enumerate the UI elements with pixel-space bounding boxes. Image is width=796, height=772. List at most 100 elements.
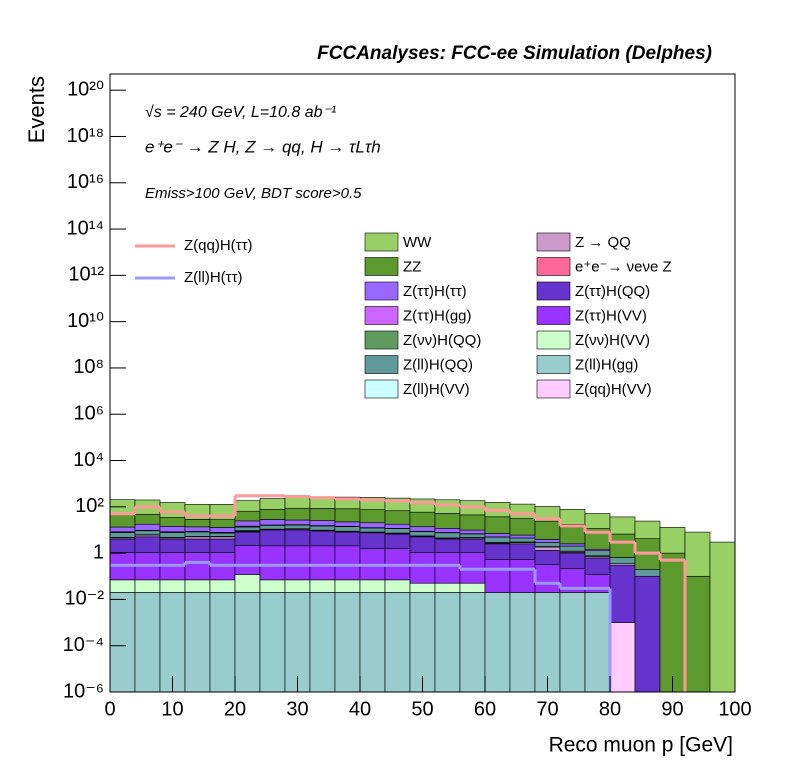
bar-segment xyxy=(434,528,461,533)
legend-swatch xyxy=(364,330,399,350)
legend-label: Z(ll)H(QQ) xyxy=(403,356,473,373)
x-tick-label: 80 xyxy=(599,698,621,720)
legend-label: Z(qq)H(ττ) xyxy=(184,237,253,254)
bar-segment xyxy=(359,532,386,549)
bar-segment xyxy=(434,552,461,584)
x-tick-label: 90 xyxy=(661,698,683,720)
bar-segment xyxy=(384,592,411,693)
bar-segment xyxy=(359,579,386,593)
bar-segment xyxy=(209,536,236,540)
bar-segment xyxy=(134,536,161,553)
x-tick-label: 70 xyxy=(536,698,558,720)
bar-segment xyxy=(459,533,486,538)
bar-segment xyxy=(609,564,636,623)
bar-segment xyxy=(359,527,386,533)
bar-segment xyxy=(234,592,261,693)
legend-swatch xyxy=(536,379,571,399)
bar-segment xyxy=(434,499,461,514)
bar-segment xyxy=(159,532,186,538)
bar-segment xyxy=(384,533,411,549)
bar-segment xyxy=(259,545,286,581)
bar-segment xyxy=(409,552,436,584)
bar-segment xyxy=(509,592,536,693)
bar-segment xyxy=(584,592,611,693)
bar-segment xyxy=(484,536,511,543)
bar-segment xyxy=(409,511,436,528)
bar-segment xyxy=(359,592,386,693)
x-tick-label: 100 xyxy=(718,698,751,720)
bar-segment xyxy=(234,500,261,512)
annotation: e⁺e⁻ → Z H, Z → qq, H → τLτh xyxy=(145,137,381,156)
bar-segment xyxy=(284,592,311,693)
bar-segment xyxy=(559,592,586,693)
y-tick-label: 10¹⁰ xyxy=(67,310,104,332)
bar-segment xyxy=(109,579,136,593)
bar-segment xyxy=(634,520,661,539)
bar-segment xyxy=(284,579,311,593)
bar-segment xyxy=(209,579,236,593)
bar-segment xyxy=(484,559,511,593)
bar-segment xyxy=(659,527,686,554)
bar-segment xyxy=(434,538,461,553)
bar-segment xyxy=(159,538,186,553)
y-tick-label: 10⁶ xyxy=(74,403,104,425)
bar-segment xyxy=(534,520,561,540)
bar-segment xyxy=(259,592,286,693)
bar-segment xyxy=(434,582,461,593)
bar-segment xyxy=(334,526,361,532)
bar-segment xyxy=(334,545,361,581)
y-tick-label: 10⁻² xyxy=(65,588,105,610)
legend-swatch xyxy=(364,257,399,276)
x-tick-label: 50 xyxy=(411,698,433,720)
bar-segment xyxy=(134,592,161,693)
legend-label: Z(ττ)H(ττ) xyxy=(403,283,467,300)
bar-segment xyxy=(609,622,636,693)
bar-segment xyxy=(309,579,336,593)
bar-segment xyxy=(409,536,436,553)
y-tick-label: 10¹⁴ xyxy=(67,217,105,239)
y-tick-label: 1 xyxy=(93,541,104,563)
bar-segment xyxy=(559,543,586,547)
legend-label: Z → QQ xyxy=(575,234,631,251)
legend-label: Z(ll)H(ττ) xyxy=(184,269,243,286)
legend-swatch xyxy=(536,257,571,276)
bar-segment xyxy=(384,510,411,525)
bar-segment xyxy=(609,516,636,535)
bar-segment xyxy=(409,498,436,513)
bar-segment xyxy=(184,531,211,537)
legend-swatch xyxy=(364,355,399,374)
bar-segment xyxy=(234,531,261,546)
bar-segment xyxy=(384,523,411,529)
bar-segment xyxy=(509,537,536,543)
bar-segment xyxy=(534,564,561,593)
bar-segment xyxy=(484,592,511,693)
legend-label: Z(ττ)H(gg) xyxy=(403,307,472,324)
bar-segment xyxy=(334,531,361,547)
y-tick-label: 10² xyxy=(75,495,104,517)
x-tick-label: 40 xyxy=(349,698,371,720)
legend-swatch xyxy=(536,355,571,374)
bar-segment xyxy=(409,531,436,537)
bar-segment xyxy=(184,526,211,532)
bar-segment xyxy=(309,530,336,547)
bar-segment xyxy=(159,526,186,533)
bar-segment xyxy=(309,545,336,581)
x-tick-label: 0 xyxy=(104,698,115,720)
bar-segment xyxy=(209,538,236,553)
bar-segment xyxy=(184,519,211,528)
bar-segment xyxy=(309,525,336,531)
bar-segment xyxy=(284,497,311,509)
annotation: √s = 240 GeV, L=10.8 ab⁻¹ xyxy=(145,104,336,121)
legend-label: Z(ll)H(VV) xyxy=(403,381,470,398)
bar-segment xyxy=(359,522,386,528)
legend-swatch xyxy=(536,330,571,350)
bar-segment xyxy=(484,533,511,538)
bar-segment xyxy=(709,541,736,693)
bar-segment xyxy=(534,546,561,551)
legend-swatch xyxy=(364,379,399,399)
bar-segment xyxy=(559,545,586,552)
bar-segment xyxy=(134,513,161,525)
bar-segment xyxy=(259,529,286,547)
bar-segment xyxy=(509,559,536,593)
bar-segment xyxy=(134,523,161,531)
